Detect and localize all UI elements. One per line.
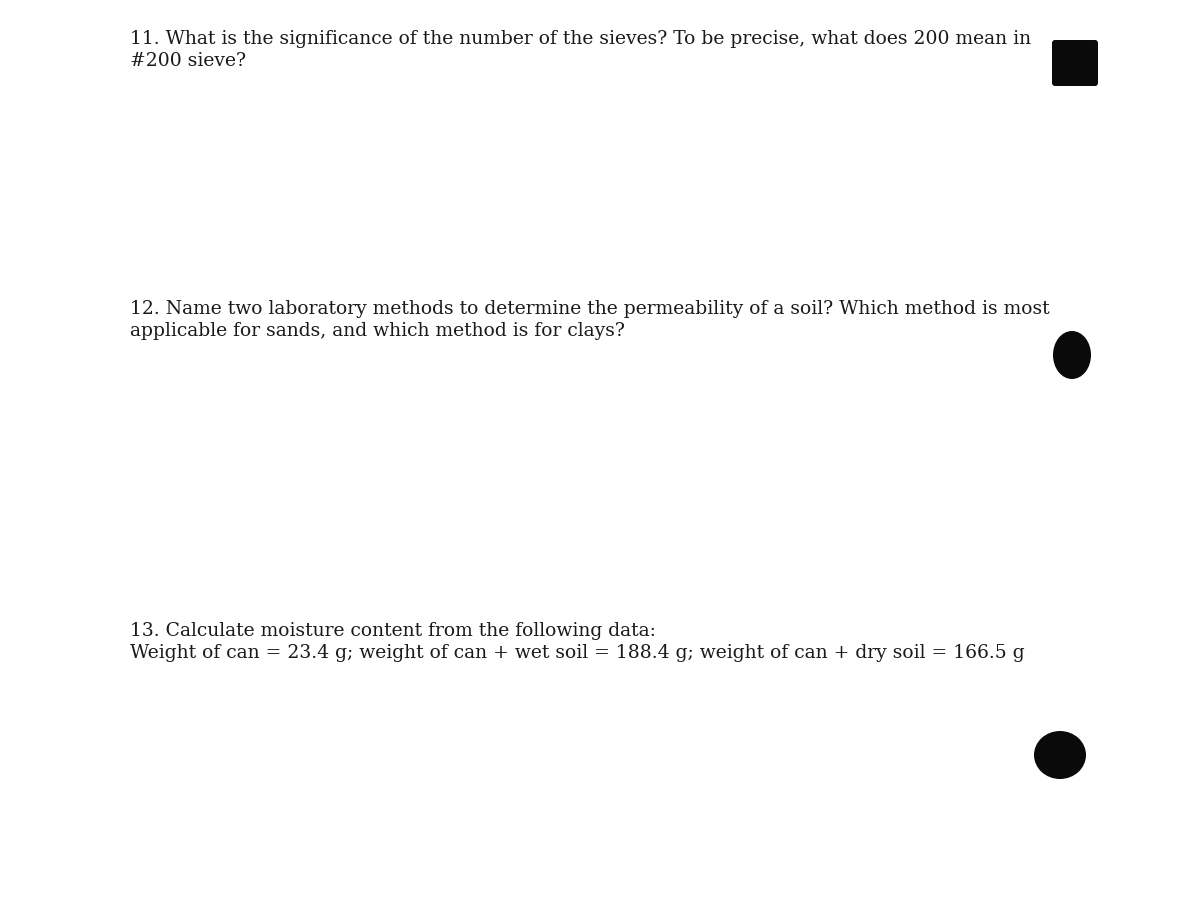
- Text: #200 sieve?: #200 sieve?: [130, 52, 246, 70]
- Text: Weight of can = 23.4 g; weight of can + wet soil = 188.4 g; weight of can + dry : Weight of can = 23.4 g; weight of can + …: [130, 644, 1025, 662]
- Text: applicable for sands, and which method is for clays?: applicable for sands, and which method i…: [130, 322, 625, 340]
- Text: 12. Name two laboratory methods to determine the permeability of a soil? Which m: 12. Name two laboratory methods to deter…: [130, 300, 1050, 318]
- Ellipse shape: [1034, 731, 1086, 779]
- FancyBboxPatch shape: [1052, 40, 1098, 86]
- Text: 11. What is the significance of the number of the sieves? To be precise, what do: 11. What is the significance of the numb…: [130, 30, 1031, 48]
- Ellipse shape: [1054, 331, 1091, 379]
- Text: 13. Calculate moisture content from the following data:: 13. Calculate moisture content from the …: [130, 622, 656, 640]
